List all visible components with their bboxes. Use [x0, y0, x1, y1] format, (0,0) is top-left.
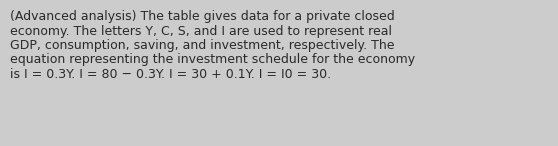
Text: equation representing the investment schedule for the economy: equation representing the investment sch…	[10, 53, 415, 66]
Text: GDP, consumption, saving, and investment, respectively. The: GDP, consumption, saving, and investment…	[10, 39, 395, 52]
Text: economy. The letters Y, C, S, and I are used to represent real: economy. The letters Y, C, S, and I are …	[10, 25, 392, 38]
Text: (Advanced analysis) The table gives data for a private closed: (Advanced analysis) The table gives data…	[10, 10, 395, 23]
Text: is I = 0.3Y. I = 80 − 0.3Y. I = 30 + 0.1Y. I = I0 = 30.: is I = 0.3Y. I = 80 − 0.3Y. I = 30 + 0.1…	[10, 68, 331, 81]
